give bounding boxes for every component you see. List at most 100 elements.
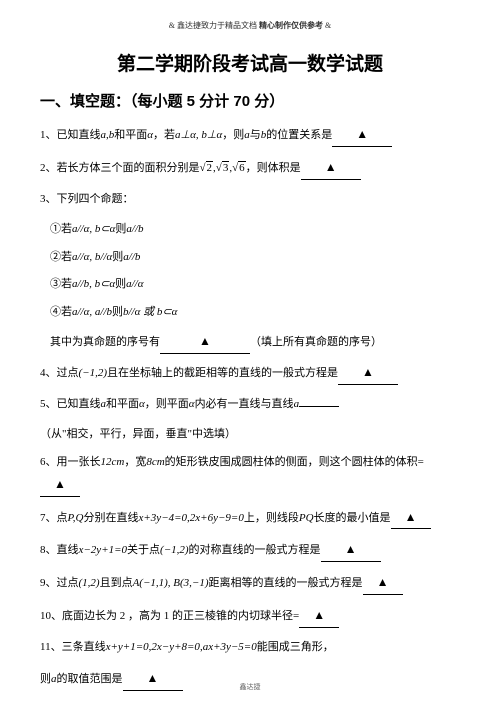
question-3c: ③若a//b, b⊂α则a//α [50, 274, 460, 295]
q2-r2: 3 [222, 161, 230, 174]
q8-t1: 直线 [57, 544, 79, 556]
q2-triangle-icon: ▲ [325, 160, 337, 174]
q7-num: 7、 [40, 512, 57, 524]
question-3b: ②若a//α, b//α则a//b [50, 247, 460, 268]
q10-triangle-icon: ▲ [313, 608, 325, 622]
q6-blank: ▲ [40, 473, 80, 497]
page-footer: 鑫达捷 [0, 682, 500, 692]
q10-t1: 底面边长为 2 ，高为 1 的正三棱锥的内切球半径= [62, 610, 299, 622]
q3c-e2: a//α [126, 278, 143, 290]
q5-blank [299, 406, 339, 407]
q1-t4: ，则 [222, 129, 244, 141]
q10-num: 10、 [40, 610, 62, 622]
q8-t3: 的对称直线的一般式方程是 [189, 544, 321, 556]
q3d-num: ④ [50, 306, 61, 318]
q1-t2: 和平面 [114, 129, 147, 141]
q11-l1: x+y+1=0 [106, 641, 149, 653]
q5-t3: ，则平面 [145, 398, 189, 410]
q7-l2: 2x+6y−9=0 [190, 512, 244, 524]
q1-expr: a⊥α, b⊥α [175, 129, 222, 141]
q5-v4: a [294, 398, 300, 410]
q3d-e: a//α, a//b [72, 306, 112, 318]
q8-num: 8、 [40, 544, 57, 556]
q3b-t: 若 [61, 251, 72, 263]
q6-num: 6、 [40, 456, 57, 468]
q3a-num: ① [50, 223, 61, 235]
q7-pts: P,Q [68, 512, 84, 524]
question-5-hint: （从"相交，平行，异面，垂直"中选填） [40, 424, 460, 445]
sqrt-icon-3: 6 [232, 158, 246, 179]
q3c-t: 若 [61, 278, 72, 290]
q2-t1: 若长方体三个面的面积分别是 [57, 162, 200, 174]
q6-triangle-icon: ▲ [54, 477, 66, 491]
q4-pt: (−1,2) [79, 367, 108, 379]
q7-triangle-icon: ▲ [405, 510, 417, 524]
q3a-e2: a//b [126, 223, 143, 235]
q3e-triangle-icon: ▲ [199, 334, 211, 348]
q3c-tail: 则 [115, 278, 126, 290]
question-3e: 其中为真命题的序号有▲（填上所有真命题的序号） [50, 330, 460, 354]
sqrt-icon-2: 3 [216, 158, 230, 179]
question-10: 10、底面边长为 2 ，高为 1 的正三棱锥的内切球半径= ▲ [40, 604, 460, 628]
q5-t2: 和平面 [106, 398, 139, 410]
q9-triangle-icon: ▲ [377, 575, 389, 589]
q2-num: 2、 [40, 162, 57, 174]
q11-t2: 能围成三角形， [257, 641, 334, 653]
question-5: 5、已知直线a和平面α，则平面α内必有一直线与直线a [40, 394, 460, 415]
question-4: 4、过点(−1,2)且在坐标轴上的截距相等的直线的一般式方程是▲ [40, 361, 460, 385]
q6-t3: 的矩形铁皮围成圆柱体的侧面，则这个圆柱体的体积= [165, 456, 424, 468]
q9-t3: 距离相等的直线的一般式方程是 [209, 577, 363, 589]
q4-num: 4、 [40, 367, 57, 379]
q11-l2: 2x−y+8=0 [151, 641, 200, 653]
header-left: & 鑫达捷致力于精品文档 [169, 21, 257, 30]
q2-r3: 6 [238, 161, 246, 174]
question-8: 8、直线x−2y+1=0关于点(−1,2)的对称直线的一般式方程是▲ [40, 538, 460, 562]
section-1-header: 一、填空题：（每小题 5 分计 70 分） [40, 90, 460, 111]
q2-t2: ，则体积是 [246, 162, 301, 174]
q9-t2: 且到点 [100, 577, 133, 589]
question-11: 11、三条直线x+y+1=0,2x−y+8=0,ax+3y−5=0能围成三角形， [40, 637, 460, 658]
q3c-num: ③ [50, 278, 61, 290]
q7-t1: 点 [57, 512, 68, 524]
question-3a: ①若a//α, b⊂α则a//b [50, 219, 460, 240]
q3e-blank: ▲ [160, 330, 250, 354]
q6-w: 8cm [146, 456, 164, 468]
q8-l: x−2y+1=0 [79, 544, 128, 556]
q2-blank: ▲ [301, 156, 361, 180]
question-6: 6、用一张长12cm，宽8cm的矩形铁皮围成圆柱体的侧面，则这个圆柱体的体积=▲ [40, 452, 460, 497]
q1-t3: ，若 [153, 129, 175, 141]
q3-t1: 下列四个命题： [57, 193, 134, 205]
q5-t4: 内必有一直线与直线 [195, 398, 294, 410]
q8-blank: ▲ [321, 538, 381, 562]
q6-t1: 用一张长 [57, 456, 101, 468]
q8-t2: 关于点 [127, 544, 160, 556]
q5-hint: （从"相交，平行，异面，垂直"中选填） [40, 428, 236, 440]
q3b-e: a//α, b//α [72, 251, 112, 263]
q3b-e2: a//b [123, 251, 140, 263]
q1-t5: 与 [250, 129, 261, 141]
q8-pt: (−1,2) [160, 544, 189, 556]
question-9: 9、过点(1,2)且到点A(−1,1), B(3,−1)距离相等的直线的一般式方… [40, 571, 460, 595]
q3a-t: 若 [61, 223, 72, 235]
q9-blank: ▲ [363, 571, 403, 595]
q3c-e: a//b, b⊂α [72, 278, 115, 290]
q7-t4: 长度的最小值是 [314, 512, 391, 524]
question-2: 2、若长方体三个面的面积分别是2,3,6，则体积是▲ [40, 156, 460, 180]
q5-t1: 已知直线 [57, 398, 101, 410]
q3d-e2: b//α 或 b⊂α [123, 306, 177, 318]
q1-blank: ▲ [332, 123, 392, 147]
q7-t2: 分别在直线 [84, 512, 139, 524]
q7-t3: 上，则线段 [244, 512, 299, 524]
q1-t6: 的位置关系是 [266, 129, 332, 141]
page-header: & 鑫达捷致力于精品文档 精心制作仅供参考 & [40, 20, 460, 31]
page-title: 第二学期阶段考试高一数学试题 [40, 49, 460, 76]
q7-l1: x+3y−4=0 [139, 512, 188, 524]
q9-t1: 过点 [57, 577, 79, 589]
q11-l3: ax+3y−5=0 [203, 641, 257, 653]
question-3: 3、下列四个命题： [40, 189, 460, 210]
question-7: 7、点P,Q分别在直线x+3y−4=0,2x+6y−9=0上，则线段PQ长度的最… [40, 506, 460, 530]
q10-blank: ▲ [299, 604, 339, 628]
q3b-tail: 则 [112, 251, 123, 263]
q1-t1: 已知直线 [57, 129, 101, 141]
q3d-tail: 则 [112, 306, 123, 318]
